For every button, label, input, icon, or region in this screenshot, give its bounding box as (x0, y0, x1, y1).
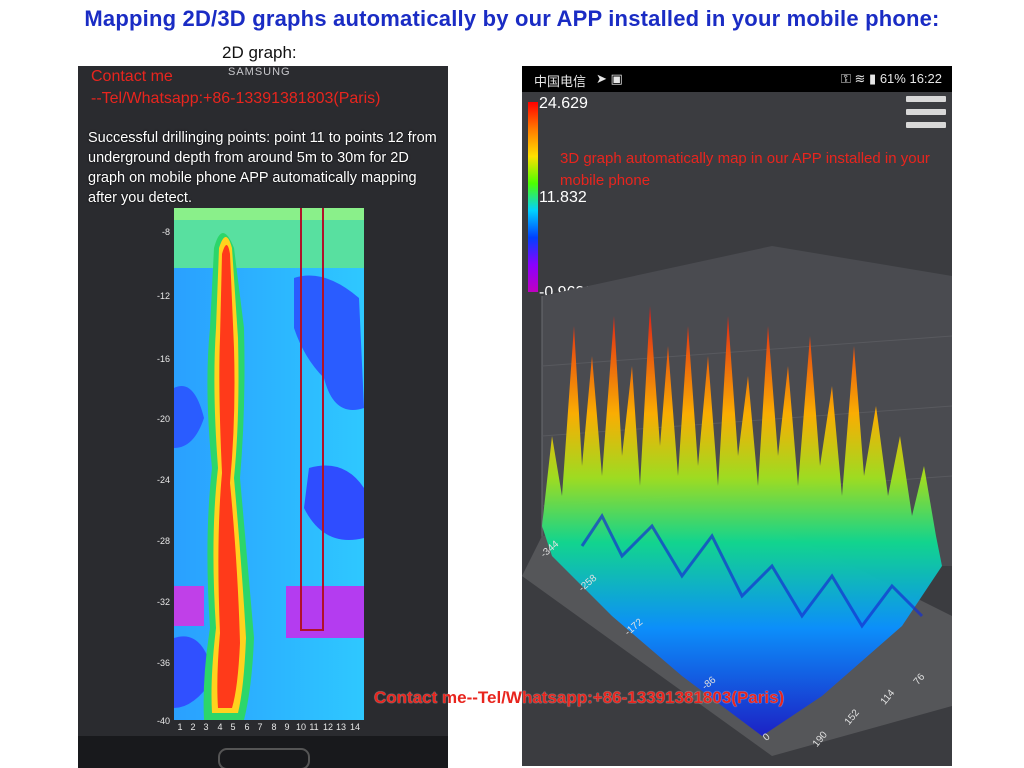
x-tick: 5 (230, 722, 236, 732)
phone-bezel-bottom (78, 736, 448, 768)
y-tick: -24 (156, 475, 170, 485)
y-tick: -16 (156, 354, 170, 364)
contact-phone: --Tel/Whatsapp:+86-13391381803(Paris) (91, 90, 381, 107)
x-tick: 13 (335, 722, 346, 732)
battery-time: ⚿ ≋ ▮ 61% 16:22 (841, 71, 942, 86)
x-tick: 8 (271, 722, 277, 732)
left-phone-screen: SAMSUNG Contact me --Tel/Whatsapp:+86-13… (78, 66, 448, 768)
status-bar: 中国电信 ➤ ▣ ⚿ ≋ ▮ 61% 16:22 (522, 66, 952, 92)
page-headline: Mapping 2D/3D graphs automatically by ou… (84, 6, 940, 31)
home-button[interactable] (218, 748, 310, 768)
y-tick: -8 (161, 227, 170, 237)
menu-icon[interactable] (906, 96, 946, 140)
x-tick: 12 (322, 722, 333, 732)
y-tick: -12 (156, 291, 170, 301)
x-tick: 14 (349, 722, 360, 732)
y-tick: -36 (156, 658, 170, 668)
contact-label: Contact me (91, 68, 173, 85)
color-scale-max: 24.629 (539, 95, 588, 112)
x-tick: 9 (284, 722, 290, 732)
right-phone-screen: 中国电信 ➤ ▣ ⚿ ≋ ▮ 61% 16:22 24.629 11.832 -… (522, 66, 952, 766)
x-tick: 4 (217, 722, 223, 732)
wifi-icon: ⚿ ≋ ▮ (841, 71, 880, 86)
carrier-label: 中国电信 (534, 74, 587, 89)
y-tick: -28 (156, 536, 170, 546)
x-tick: 3 (203, 722, 209, 732)
signal-icon: ➤ ▣ (596, 71, 623, 86)
footer-contact: Contact me--Tel/Whatsapp:+86-13391381803… (374, 688, 785, 707)
x-tick: 6 (244, 722, 250, 732)
x-tick: 11 (309, 722, 319, 732)
3d-surface-plot (522, 246, 952, 756)
y-tick: -32 (156, 597, 170, 607)
section-label-2d: 2D graph: (222, 43, 297, 62)
y-tick: -20 (156, 414, 170, 424)
color-scale-mid: 11.832 (539, 189, 587, 206)
x-tick: 7 (257, 722, 263, 732)
x-tick: 2 (190, 722, 196, 732)
left-description: Successful drillinging points: point 11 … (88, 130, 437, 206)
y-tick: -40 (156, 716, 170, 726)
x-tick: 10 (295, 722, 306, 732)
2d-contour-plot (174, 208, 364, 720)
right-description: 3D graph automatically map in our APP in… (560, 150, 930, 189)
color-scale-bar (528, 102, 538, 292)
x-tick: 1 (177, 722, 183, 732)
phone-brand-logo: SAMSUNG (228, 66, 291, 78)
